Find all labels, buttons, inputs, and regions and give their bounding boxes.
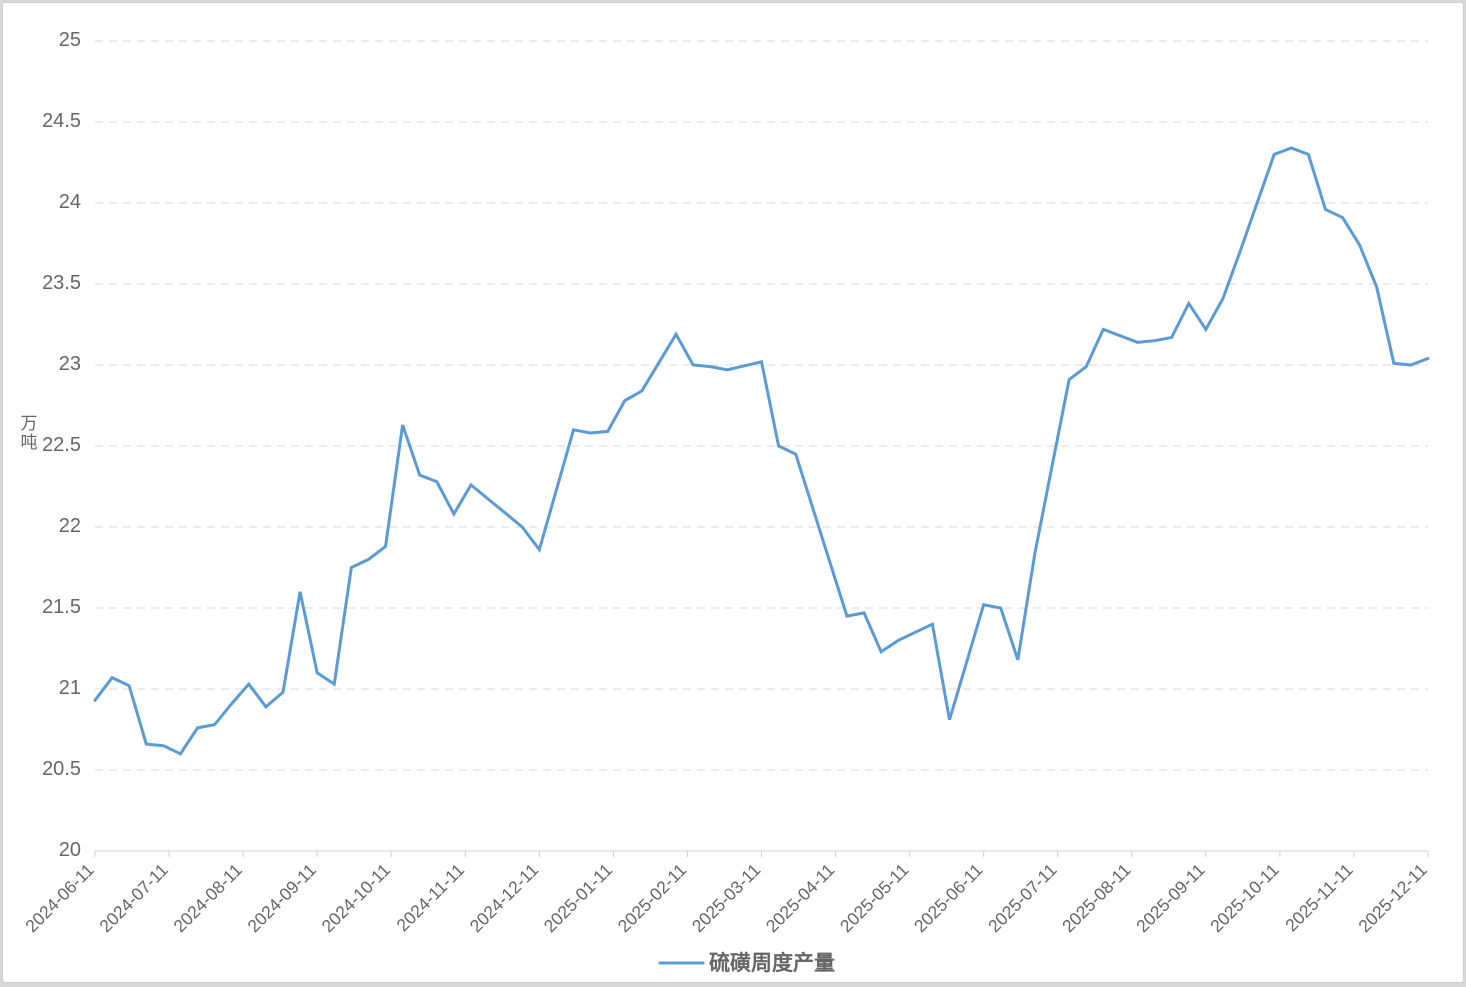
svg-text:2024-12-11: 2024-12-11 (466, 860, 543, 937)
svg-text:硫磺周度产量: 硫磺周度产量 (709, 951, 835, 975)
svg-text:2025-02-11: 2025-02-11 (614, 860, 691, 937)
svg-text:2025-01-11: 2025-01-11 (540, 860, 617, 937)
svg-text:22: 22 (59, 515, 81, 537)
svg-text:2024-11-11: 2024-11-11 (393, 860, 469, 936)
svg-text:2025-05-11: 2025-05-11 (836, 860, 913, 937)
svg-text:万: 万 (21, 414, 38, 433)
svg-text:21.5: 21.5 (42, 596, 81, 618)
svg-text:2025-11-11: 2025-11-11 (1281, 860, 1357, 936)
svg-text:2024-10-11: 2024-10-11 (318, 860, 395, 937)
svg-text:2025-04-11: 2025-04-11 (762, 860, 839, 937)
svg-text:21: 21 (59, 677, 81, 699)
svg-text:24.5: 24.5 (42, 110, 81, 132)
svg-text:2024-07-11: 2024-07-11 (95, 860, 172, 937)
svg-text:2024-09-11: 2024-09-11 (243, 860, 320, 937)
svg-text:23: 23 (59, 353, 81, 375)
svg-text:2025-08-11: 2025-08-11 (1058, 860, 1135, 937)
svg-text:20: 20 (59, 839, 81, 861)
svg-text:2025-09-11: 2025-09-11 (1132, 860, 1209, 937)
svg-text:2024-08-11: 2024-08-11 (169, 860, 246, 937)
svg-text:2025-06-11: 2025-06-11 (910, 860, 987, 937)
svg-text:24: 24 (59, 191, 81, 213)
svg-text:25: 25 (59, 29, 81, 51)
svg-text:2025-07-11: 2025-07-11 (984, 860, 1061, 937)
svg-text:23.5: 23.5 (42, 272, 81, 294)
svg-text:吨: 吨 (21, 433, 38, 452)
svg-text:2025-10-11: 2025-10-11 (1206, 860, 1283, 937)
svg-text:22.5: 22.5 (42, 434, 81, 456)
svg-text:20.5: 20.5 (42, 758, 81, 780)
svg-text:2024-06-11: 2024-06-11 (21, 860, 98, 937)
svg-text:2025-03-11: 2025-03-11 (688, 860, 765, 937)
svg-text:2025-12-11: 2025-12-11 (1354, 860, 1431, 937)
